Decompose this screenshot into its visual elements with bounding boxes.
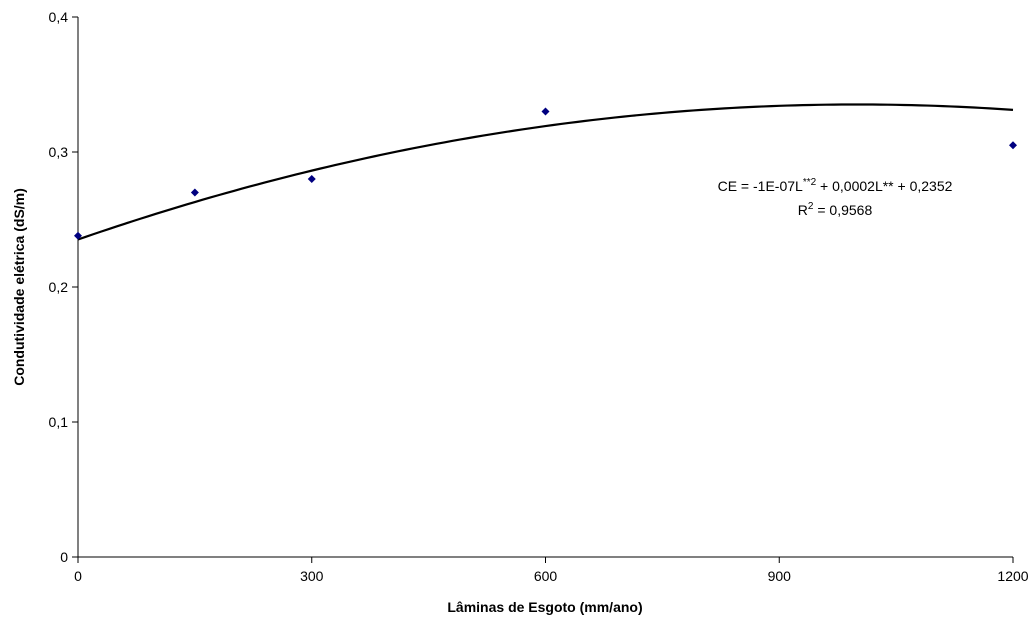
trend-equation-rest: + 0,0002L** + 0,2352	[816, 178, 952, 194]
x-tick-label: 1200	[997, 568, 1028, 584]
y-tick-label: 0,2	[49, 279, 69, 295]
data-point	[307, 175, 316, 183]
trend-r-squared: R2 = 0,9568	[798, 201, 873, 218]
x-tick-label: 300	[300, 568, 324, 584]
data-point	[1009, 141, 1017, 150]
data-point	[74, 231, 82, 240]
r-squared-exponent: 2	[808, 201, 814, 212]
y-tick-label: 0	[60, 549, 68, 565]
axes: 0 0,1 0,2 0,3 0,4 0 300 600 900 1200	[49, 9, 1029, 584]
trend-equation: CE = -1E-07L**2 + 0,0002L** + 0,2352	[718, 177, 953, 194]
points-group	[74, 107, 1017, 240]
trendline-curve	[77, 103, 1014, 241]
y-axis-title: Condutividade elétrica (dS/m)	[11, 188, 27, 386]
r-squared-rest: = 0,9568	[813, 202, 872, 218]
x-tick-label: 0	[74, 568, 82, 584]
x-axis-title: Lâminas de Esgoto (mm/ano)	[447, 599, 642, 615]
y-tick-label: 0,3	[49, 144, 69, 160]
x-tick-label: 900	[768, 568, 792, 584]
r-squared-main: R	[798, 202, 808, 218]
data-point	[541, 107, 550, 116]
x-tick-label: 600	[534, 568, 558, 584]
trendline-group	[77, 103, 1014, 241]
trend-equation-exponent: **2	[803, 177, 817, 188]
y-tick-label: 0,4	[49, 9, 69, 25]
trend-equation-main: CE = -1E-07L	[718, 178, 803, 194]
data-point	[190, 188, 199, 197]
y-tick-label: 0,1	[49, 414, 69, 430]
